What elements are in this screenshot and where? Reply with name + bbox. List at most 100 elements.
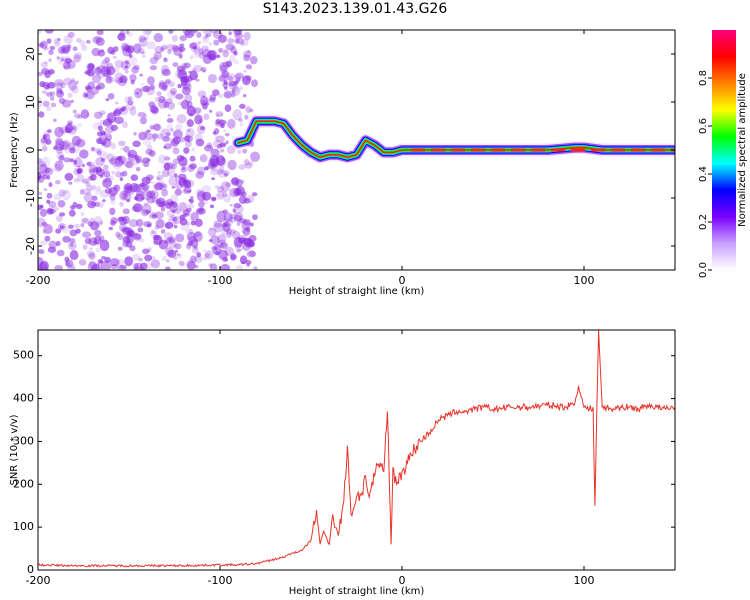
noise-speckle	[113, 162, 122, 171]
noise-speckle	[171, 44, 179, 52]
noise-speckle	[178, 46, 186, 52]
noise-speckle	[206, 143, 212, 148]
noise-speckle	[58, 154, 65, 163]
noise-speckle	[215, 113, 220, 118]
noise-speckle	[163, 101, 170, 108]
noise-speckle	[201, 45, 209, 51]
noise-speckle	[73, 167, 82, 176]
noise-speckle	[80, 109, 90, 119]
noise-speckle	[62, 235, 71, 243]
noise-speckle	[161, 255, 167, 261]
noise-speckle	[220, 263, 231, 270]
noise-speckle	[210, 246, 216, 250]
noise-speckle	[121, 106, 127, 110]
noise-speckle	[225, 182, 231, 188]
noise-speckle	[101, 255, 106, 260]
noise-speckle	[146, 195, 155, 204]
noise-speckle	[126, 31, 133, 37]
noise-speckle	[168, 238, 173, 242]
noise-speckle	[42, 134, 47, 140]
noise-speckle	[216, 168, 224, 175]
noise-speckle	[139, 262, 148, 270]
noise-speckle	[94, 67, 103, 75]
colorbar-label: Normalized spectral amplitude	[737, 73, 748, 227]
noise-speckle	[59, 154, 65, 161]
noise-speckle	[117, 77, 128, 87]
y-tick-label: 300	[13, 434, 34, 447]
noise-speckle	[200, 102, 204, 106]
noise-speckle	[119, 201, 124, 207]
noise-speckle	[55, 137, 63, 145]
noise-speckle	[204, 30, 212, 38]
noise-speckle	[165, 79, 171, 84]
noise-speckle	[187, 139, 191, 143]
noise-speckle	[201, 30, 212, 35]
noise-speckle	[100, 260, 111, 270]
noise-speckle	[188, 228, 193, 234]
noise-speckle	[141, 54, 146, 58]
noise-speckle	[63, 77, 72, 86]
noise-speckle	[146, 158, 151, 162]
noise-speckle	[182, 167, 186, 170]
noise-speckle	[160, 64, 170, 75]
noise-speckle	[168, 30, 174, 34]
noise-speckle	[44, 46, 49, 50]
noise-speckle	[165, 223, 171, 229]
noise-speckle	[119, 264, 124, 269]
noise-speckle	[96, 65, 106, 73]
noise-speckle	[223, 79, 228, 85]
noise-speckle	[209, 263, 218, 270]
noise-speckle	[125, 193, 129, 197]
noise-speckle	[164, 221, 174, 229]
noise-speckle	[239, 103, 246, 109]
noise-speckle	[174, 243, 182, 250]
noise-speckle	[149, 214, 154, 219]
noise-speckle	[39, 260, 49, 270]
snr-layer	[38, 330, 675, 568]
noise-speckle	[226, 145, 236, 154]
noise-speckle	[46, 207, 54, 215]
noise-speckle	[178, 260, 185, 266]
noise-speckle	[104, 187, 113, 194]
noise-speckle	[153, 51, 163, 60]
noise-speckle	[175, 251, 179, 255]
noise-speckle	[190, 195, 194, 200]
noise-speckle	[155, 218, 165, 229]
noise-speckle	[170, 163, 177, 170]
noise-speckle	[65, 259, 74, 268]
noise-speckle	[109, 258, 120, 267]
noise-speckle	[86, 62, 96, 72]
noise-speckle	[222, 209, 228, 214]
noise-speckle	[122, 170, 128, 177]
noise-speckle	[229, 253, 237, 261]
noise-speckle	[116, 156, 123, 161]
noise-speckle	[238, 164, 246, 171]
noise-speckle	[243, 94, 247, 98]
noise-speckle	[223, 223, 229, 228]
noise-speckle	[209, 227, 213, 231]
noise-speckle	[86, 161, 92, 167]
noise-speckle	[190, 239, 199, 248]
noise-speckle	[200, 67, 207, 72]
noise-speckle	[73, 223, 81, 229]
noise-speckle	[222, 82, 229, 88]
noise-speckle	[144, 130, 148, 135]
noise-speckle	[235, 178, 243, 188]
noise-speckle	[62, 46, 70, 55]
noise-speckle	[113, 108, 122, 117]
noise-speckle	[114, 72, 124, 80]
noise-speckle	[228, 31, 232, 36]
noise-speckle	[234, 38, 240, 44]
noise-speckle	[43, 188, 48, 191]
noise-speckle	[156, 177, 161, 181]
noise-speckle	[58, 223, 66, 230]
noise-speckle	[54, 139, 65, 149]
noise-speckle	[205, 101, 210, 106]
noise-speckle	[190, 218, 194, 222]
noise-speckle	[90, 185, 97, 191]
noise-speckle	[38, 175, 45, 184]
noise-speckle	[233, 50, 238, 56]
noise-speckle	[199, 154, 208, 163]
noise-speckle	[95, 148, 102, 154]
noise-speckle	[59, 212, 66, 217]
